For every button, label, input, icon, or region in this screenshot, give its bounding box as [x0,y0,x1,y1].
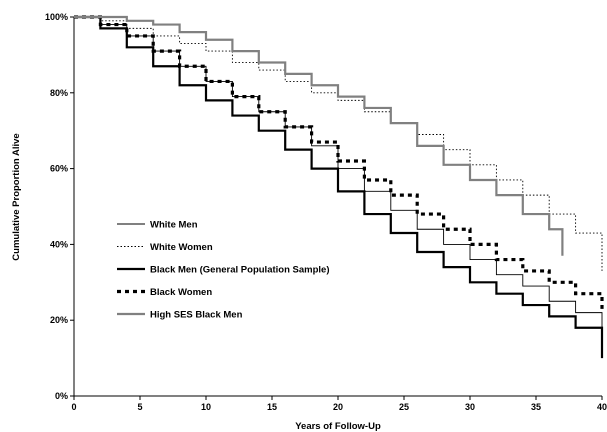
y-axis-title: Cumulative Proportion Alive [11,133,22,260]
legend: White Men White Women Black Men (General P… [117,220,329,321]
series-line-3 [74,15,604,309]
legend-label: White Women [150,242,213,253]
x-tick-label: 35 [531,402,541,412]
y-tick-label: 0% [55,391,68,401]
y-tick-label: 100% [45,12,68,22]
legend-label: High SES Black Men [150,310,243,321]
y-tick-label: 20% [50,315,68,325]
series-line-1 [74,16,603,271]
y-axis: 0% 20% 40% 60% 80% 100% [45,12,74,401]
legend-label: Black Men (General Population Sample) [150,265,329,276]
x-tick-label: 30 [465,402,475,412]
x-tick-label: 25 [399,402,409,412]
x-axis: 0 5 10 15 20 25 30 35 40 [71,396,607,412]
x-tick-label: 40 [597,402,607,412]
legend-label: Black Women [150,287,212,298]
legend-label: White Men [150,220,198,231]
y-tick-label: 40% [50,239,68,249]
series-line-4 [74,15,564,256]
series-layer [74,15,604,359]
x-tick-label: 15 [267,402,277,412]
y-tick-label: 60% [50,164,68,174]
y-tick-label: 80% [50,88,68,98]
series-line-2 [74,15,604,359]
x-tick-label: 20 [333,402,343,412]
x-axis-title: Years of Follow-Up [295,421,381,432]
x-tick-label: 5 [137,402,142,412]
x-tick-label: 10 [201,402,211,412]
x-tick-label: 0 [71,402,76,412]
